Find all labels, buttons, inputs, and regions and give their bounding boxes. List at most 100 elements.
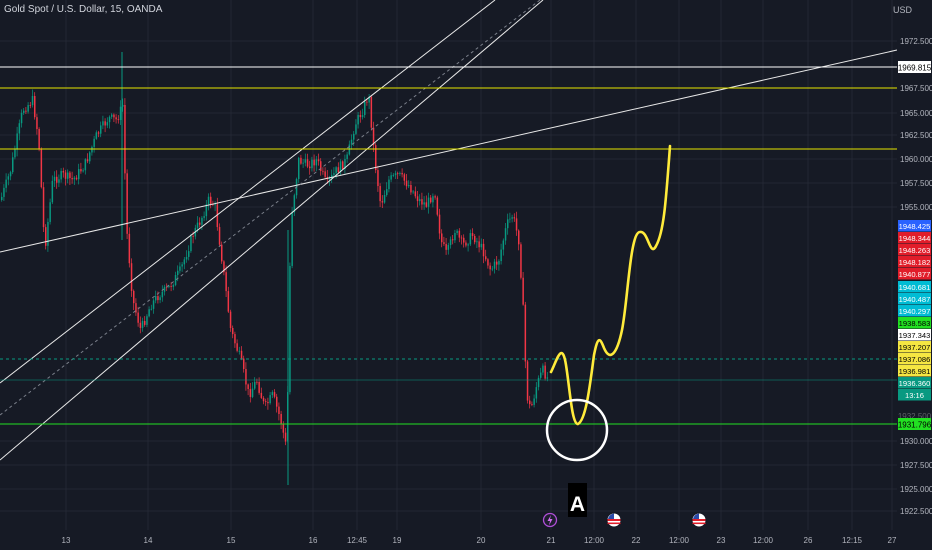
candle-body	[518, 230, 520, 245]
candle-body	[1, 196, 3, 200]
candle-body	[280, 413, 282, 424]
candle-body	[372, 127, 375, 146]
candle-body	[452, 239, 454, 241]
time-tick-label: 12:00	[584, 536, 605, 545]
time-axis[interactable]	[0, 530, 897, 550]
candle-body	[529, 400, 531, 405]
price-badge-text: 1938.583	[899, 319, 931, 328]
candle-body	[157, 296, 159, 301]
candle-body	[370, 96, 373, 128]
projection-path[interactable]	[549, 144, 672, 426]
price-badge	[898, 353, 931, 365]
candle-body	[247, 384, 249, 390]
candle-body	[278, 406, 280, 414]
candle-body	[282, 423, 285, 433]
candle-body	[168, 286, 170, 287]
candle-body	[526, 361, 529, 401]
candle-body	[146, 316, 148, 325]
candle-body	[520, 244, 522, 278]
candle-body	[438, 214, 441, 234]
candle-body	[375, 145, 377, 171]
candle-body	[463, 237, 465, 243]
candle-body	[5, 179, 7, 188]
price-badge	[898, 317, 931, 329]
circle-annotation[interactable]	[545, 398, 609, 462]
candle-body	[240, 350, 243, 359]
candle-body	[232, 328, 234, 335]
candle-body	[75, 177, 78, 180]
candle-body	[177, 270, 179, 276]
trend-lines[interactable]	[0, 0, 898, 461]
price-tick-label: 1960.000	[900, 155, 932, 164]
annotation-a[interactable]: A	[568, 483, 587, 517]
price-badge-text: 1940.681	[899, 283, 931, 292]
candle-body	[139, 322, 142, 328]
us-flag-icon[interactable]	[692, 513, 706, 527]
time-tick-label: 12:00	[753, 536, 774, 545]
candle-body	[342, 161, 344, 169]
candle-body	[117, 119, 120, 121]
candle-body	[161, 291, 164, 298]
event-icons[interactable]	[542, 512, 706, 528]
price-badge-text: 1948.263	[899, 246, 931, 255]
candle-body	[179, 266, 181, 271]
candle-body	[223, 261, 225, 273]
horizontal-levels[interactable]	[0, 66, 897, 425]
price-tick-label: 1957.500	[900, 179, 932, 188]
candle-body	[265, 401, 267, 403]
candle-body	[108, 116, 111, 123]
candle-body	[236, 343, 238, 351]
trend-line-1[interactable]	[0, 0, 496, 384]
time-tick-label: 20	[477, 536, 486, 545]
candle-body	[71, 178, 73, 180]
candle-body	[254, 381, 256, 389]
candle-body	[93, 138, 95, 147]
candle-body	[25, 110, 27, 112]
symbol-title: Gold Spot / U.S. Dollar, 15, OANDA	[4, 4, 163, 15]
trend-line-3[interactable]	[0, 49, 898, 253]
candle-body	[155, 296, 157, 301]
time-tick-label: 13	[62, 536, 71, 545]
candle-body	[45, 227, 47, 246]
candle-body	[7, 176, 10, 180]
candle-body	[489, 265, 491, 270]
price-badge	[898, 305, 931, 317]
currency-label[interactable]: USD	[892, 5, 912, 15]
candle-body	[403, 174, 406, 181]
candle-body	[207, 196, 210, 205]
trend-line-2[interactable]	[0, 0, 544, 461]
us-flag-icon[interactable]	[607, 513, 621, 527]
candle-body	[309, 166, 311, 169]
candle-body	[97, 132, 100, 134]
candle-body	[84, 159, 87, 171]
candle-body	[14, 149, 16, 158]
annotation-a-label: A	[570, 493, 585, 516]
candle-body	[203, 216, 205, 218]
time-tick-label: 12:15	[842, 536, 863, 545]
candle-body	[115, 117, 117, 120]
candle-body	[346, 154, 348, 160]
candle-body	[460, 237, 463, 239]
candle-body	[89, 152, 91, 162]
candle-body	[196, 222, 199, 228]
candle-body	[291, 212, 293, 266]
candle-body	[29, 105, 32, 106]
candle-body	[447, 245, 450, 250]
candle-body	[67, 172, 69, 179]
candle-body	[394, 173, 397, 176]
candle-body	[524, 304, 527, 362]
lightning-icon[interactable]	[542, 512, 558, 528]
candle-body	[100, 125, 102, 134]
candle-body	[172, 285, 175, 287]
time-tick-label: 19	[393, 536, 402, 545]
candle-body	[3, 187, 5, 197]
candle-body	[465, 242, 467, 246]
annotation-a-box	[568, 483, 587, 517]
candle-body	[104, 121, 106, 126]
candle-body	[56, 176, 58, 183]
time-tick-label: 15	[227, 536, 236, 545]
candle-body	[546, 377, 549, 379]
candle-body	[315, 159, 318, 166]
